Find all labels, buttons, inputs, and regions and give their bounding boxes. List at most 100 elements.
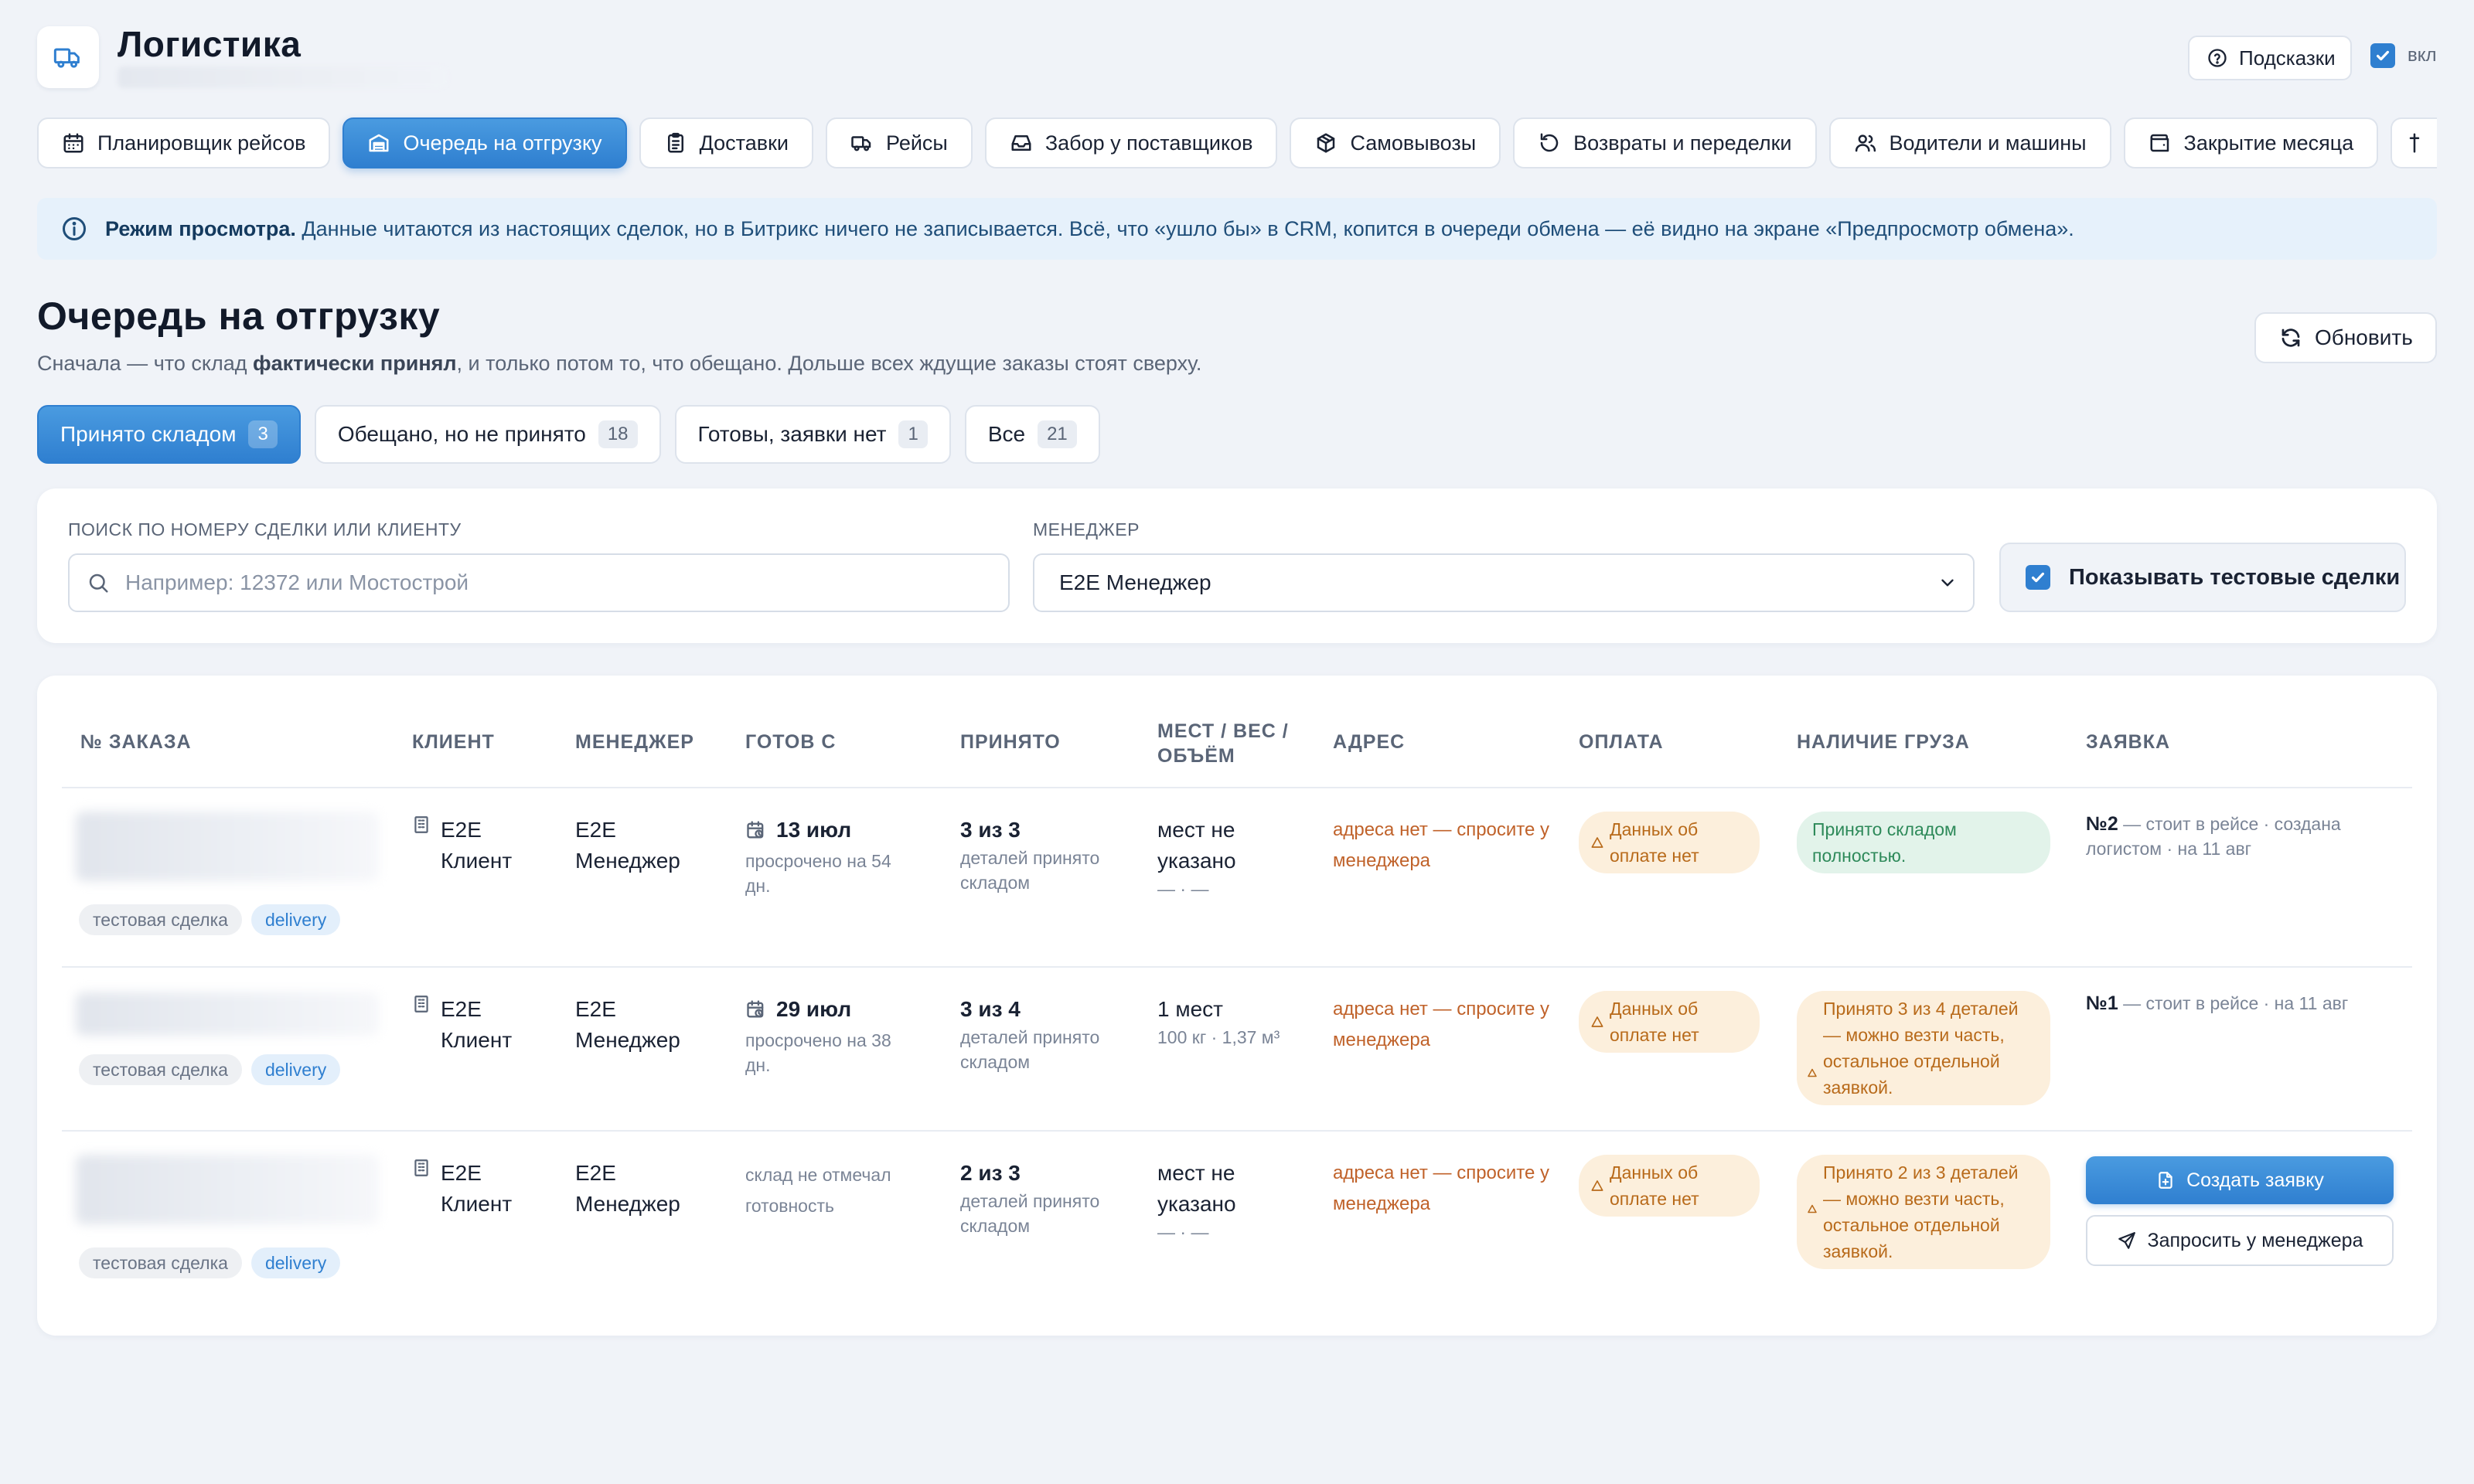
- col-client[interactable]: КЛИЕНТ: [412, 731, 495, 753]
- table-row[interactable]: тестовая сделка delivery E2E Клиент E2E …: [37, 1132, 2437, 1317]
- col-address[interactable]: АДРЕС: [1333, 731, 1406, 753]
- tab-label: Планировщик рейсов: [97, 131, 306, 155]
- tab-self-pickup[interactable]: Самовывозы: [1290, 117, 1501, 168]
- tab-drivers[interactable]: Водители и машины: [1828, 117, 2111, 168]
- ask-manager-button[interactable]: Запросить у менеджера: [2086, 1215, 2394, 1266]
- tab-supplier-pickup[interactable]: Забор у поставщиков: [984, 117, 1278, 168]
- tab-label: Рейсы: [886, 131, 948, 155]
- request-number[interactable]: №1: [2086, 992, 2118, 1014]
- accepted-cell: 3 из 4 деталей принято складом: [960, 994, 1130, 1074]
- tab-deliveries[interactable]: Доставки: [639, 117, 813, 168]
- tab-more[interactable]: [2391, 117, 2438, 168]
- show-test-deals-toggle[interactable]: Показывать тестовые сделки: [1999, 543, 2406, 612]
- page-subtitle: Сначала — что склад фактически принял, и…: [37, 352, 1201, 376]
- tab-month-close[interactable]: Закрытие месяца: [2123, 117, 2379, 168]
- filter-ready-no-request[interactable]: Готовы, заявки нет 1: [674, 405, 951, 464]
- filter-accepted[interactable]: Принято складом 3: [37, 405, 301, 464]
- calendar-icon: [63, 133, 83, 153]
- filter-all[interactable]: Все 21: [964, 405, 1100, 464]
- col-request[interactable]: ЗАЯВКА: [2086, 731, 2171, 753]
- accepted-count: 2 из 3: [960, 1161, 1021, 1185]
- row-divider: [62, 966, 2412, 968]
- ready-not-marked: склад не отмечал готовность: [745, 1165, 891, 1216]
- filter-promised[interactable]: Обещано, но не принято 18: [314, 405, 661, 464]
- tab-planner[interactable]: Планировщик рейсов: [37, 117, 331, 168]
- search-input[interactable]: Например: 12372 или Мостострой: [68, 553, 1010, 612]
- tab-returns[interactable]: Возвраты и переделки: [1513, 117, 1817, 168]
- ask-manager-label: Запросить у менеджера: [2147, 1229, 2363, 1251]
- request-number[interactable]: №2: [2086, 813, 2118, 835]
- create-request-button[interactable]: Создать заявку: [2086, 1156, 2394, 1204]
- filter-count: 1: [898, 420, 928, 448]
- places-cell: 1 мест 100 кг · 1,37 м³: [1157, 994, 1304, 1050]
- col-payment[interactable]: ОПЛАТА: [1579, 731, 1664, 753]
- filter-label: Готовы, заявки нет: [697, 422, 887, 446]
- weight-volume: — · —: [1157, 879, 1209, 899]
- col-cargo[interactable]: НАЛИЧИЕ ГРУЗА: [1797, 731, 1970, 753]
- ready-date: 13 июл: [776, 818, 852, 842]
- col-ready[interactable]: ГОТОВ С: [745, 731, 837, 753]
- cargo-text: Принято 3 из 4 деталей — можно везти час…: [1823, 999, 2019, 1098]
- tab-label: Закрытие месяца: [2183, 131, 2354, 155]
- manager-name: E2E Менеджер: [575, 818, 680, 873]
- client-cell: E2E Клиент: [411, 994, 526, 1056]
- test-deal-tag: тестовая сделка: [79, 1247, 242, 1278]
- info-icon: [63, 217, 86, 240]
- search-placeholder: Например: 12372 или Мостострой: [125, 570, 469, 594]
- tab-trips[interactable]: Рейсы: [826, 117, 973, 168]
- request-status: №2 — стоит в рейсе · создана логистом · …: [2086, 812, 2395, 861]
- filter-count: 21: [1038, 420, 1077, 448]
- tab-label: Доставки: [699, 131, 789, 155]
- wallet-icon: [2150, 134, 2169, 152]
- accepted-cell: 3 из 3 деталей принято складом: [960, 815, 1130, 895]
- tab-label: Самовывозы: [1350, 131, 1477, 155]
- filter-count: 3: [248, 420, 278, 448]
- blurred-order-name: [76, 1155, 379, 1224]
- hints-checkbox[interactable]: [2370, 43, 2395, 68]
- filter-label: Все: [987, 422, 1026, 446]
- send-icon: [2118, 1232, 2135, 1249]
- inbox-icon: [1011, 135, 1031, 151]
- manager-name: E2E Менеджер: [575, 1161, 680, 1216]
- building-icon: [414, 1159, 428, 1176]
- hints-button[interactable]: Подсказки: [2188, 36, 2352, 80]
- subtitle-post: , и только потом то, что обещано. Дольше…: [456, 352, 1202, 375]
- header-divider: [62, 787, 2412, 788]
- accepted-count: 3 из 3: [960, 818, 1021, 842]
- warning-icon: [1591, 837, 1603, 848]
- filter-label: Принято складом: [60, 422, 237, 446]
- calendar-clock-icon: [747, 821, 764, 839]
- col-manager[interactable]: МЕНЕДЖЕР: [575, 731, 694, 753]
- show-test-checkbox[interactable]: [2026, 565, 2050, 590]
- manager-select[interactable]: E2E Менеджер: [1033, 553, 1975, 612]
- table-row[interactable]: тестовая сделка delivery E2E Клиент E2E …: [37, 788, 2437, 966]
- client-name: E2E Клиент: [441, 997, 513, 1052]
- test-deal-tag: тестовая сделка: [79, 904, 242, 935]
- table-row[interactable]: тестовая сделка delivery E2E Клиент E2E …: [37, 968, 2437, 1130]
- client-name: E2E Клиент: [441, 1161, 513, 1216]
- cargo-badge: Принято 3 из 4 деталей — можно везти час…: [1797, 991, 2050, 1105]
- manager-name: E2E Менеджер: [575, 997, 680, 1052]
- refresh-button[interactable]: Обновить: [2254, 312, 2437, 363]
- search-panel: ПОИСК ПО НОМЕРУ СДЕЛКИ ИЛИ КЛИЕНТУ Напри…: [37, 488, 2437, 643]
- hints-toggle[interactable]: вкл: [2370, 43, 2437, 68]
- calendar-clock-icon: [747, 1000, 764, 1018]
- accepted-count: 3 из 4: [960, 997, 1021, 1021]
- warning-icon: [1808, 1204, 1817, 1213]
- col-order[interactable]: № ЗАКАЗА: [80, 731, 192, 753]
- payment-badge: Данных об оплате нет: [1579, 812, 1760, 873]
- col-accepted[interactable]: ПРИНЯТО: [960, 731, 1061, 753]
- manager-select-value: E2E Менеджер: [1059, 570, 1211, 594]
- weight-volume: — · —: [1157, 1222, 1209, 1242]
- tab-shipping-queue[interactable]: Очередь на отгрузку: [342, 117, 627, 168]
- col-places[interactable]: МЕСТ / ВЕС / ОБЪЁМ: [1157, 720, 1289, 767]
- building-icon: [414, 816, 428, 833]
- tab-label: Возвраты и переделки: [1573, 131, 1792, 155]
- hints-button-label: Подсказки: [2239, 46, 2336, 70]
- truck-icon: [851, 136, 871, 151]
- blurred-order-name: [76, 992, 379, 1036]
- app-title: Логистика: [118, 24, 302, 64]
- subtitle-pre: Сначала — что склад: [37, 352, 253, 375]
- shipping-queue-table: № ЗАКАЗА КЛИЕНТ МЕНЕДЖЕР ГОТОВ С ПРИНЯТО…: [37, 676, 2437, 1336]
- banner-text: Режим просмотра. Данные читаются из наст…: [105, 217, 2074, 241]
